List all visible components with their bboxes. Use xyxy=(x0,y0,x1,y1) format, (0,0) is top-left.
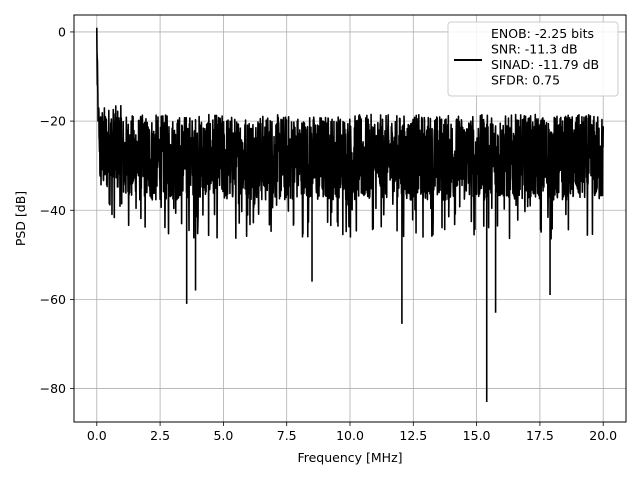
x-tick-label: 12.5 xyxy=(399,428,427,443)
legend-enob: ENOB: -2.25 bits xyxy=(491,26,594,41)
y-tick-label: −20 xyxy=(40,114,66,129)
x-axis-ticks: 0.0 2.5 5.0 7.5 10.0 12.5 15.0 17.5 20.0 xyxy=(87,422,617,443)
y-axis-ticks: 0 −20 −40 −60 −80 xyxy=(40,24,74,396)
legend-sfdr: SFDR: 0.75 xyxy=(491,73,560,88)
x-tick-label: 0.0 xyxy=(87,428,107,443)
x-axis-label: Frequency [MHz] xyxy=(297,450,402,465)
psd-trace xyxy=(95,27,605,402)
x-tick-label: 7.5 xyxy=(277,428,297,443)
legend-sinad: SINAD: -11.79 dB xyxy=(491,57,599,72)
y-axis-label: PSD [dB] xyxy=(13,191,28,246)
plot-area xyxy=(95,27,605,402)
legend-box xyxy=(447,21,619,97)
y-tick-label: 0 xyxy=(58,24,66,39)
x-tick-label: 5.0 xyxy=(213,428,233,443)
y-tick-label: −60 xyxy=(40,292,66,307)
x-tick-label: 17.5 xyxy=(526,428,554,443)
y-tick-label: −40 xyxy=(40,203,66,218)
x-tick-label: 20.0 xyxy=(589,428,617,443)
x-tick-label: 15.0 xyxy=(463,428,491,443)
y-tick-label: −80 xyxy=(40,381,66,396)
x-tick-label: 10.0 xyxy=(336,428,364,443)
legend-snr: SNR: -11.3 dB xyxy=(491,42,578,57)
legend: ENOB: -2.25 bits SNR: -11.3 dB SINAD: -1… xyxy=(447,21,619,97)
x-tick-label: 2.5 xyxy=(150,428,170,443)
